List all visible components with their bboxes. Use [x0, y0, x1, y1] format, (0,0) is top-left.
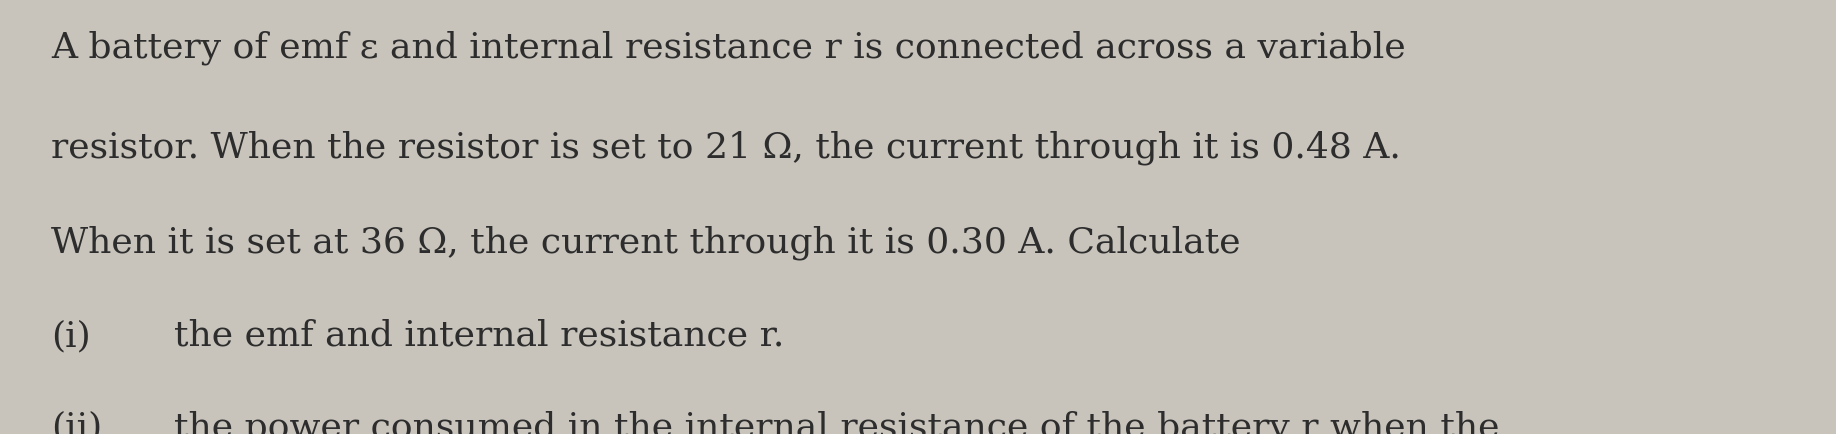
Text: (ii): (ii) — [51, 410, 103, 434]
Text: (i): (i) — [51, 319, 92, 353]
Text: resistor. When the resistor is set to 21 Ω, the current through it is 0.48 A.: resistor. When the resistor is set to 21… — [51, 130, 1401, 164]
Text: When it is set at 36 Ω, the current through it is 0.30 A. Calculate: When it is set at 36 Ω, the current thro… — [51, 226, 1241, 260]
Text: the emf and internal resistance r.: the emf and internal resistance r. — [174, 319, 784, 353]
Text: A battery of emf ε and internal resistance r is connected across a variable: A battery of emf ε and internal resistan… — [51, 30, 1406, 65]
Text: the power consumed in the internal resistance of the battery r when the: the power consumed in the internal resis… — [174, 410, 1500, 434]
